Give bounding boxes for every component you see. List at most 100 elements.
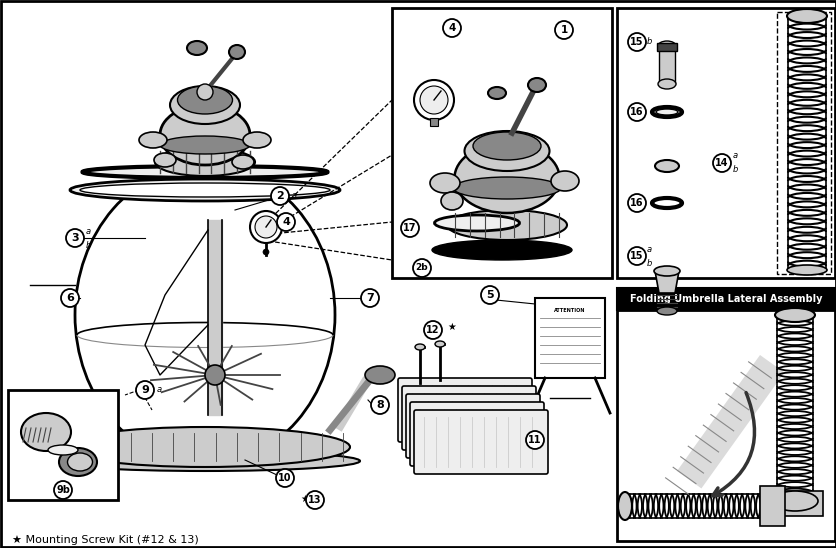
Circle shape <box>627 247 645 265</box>
Circle shape <box>712 154 730 172</box>
FancyBboxPatch shape <box>398 378 532 442</box>
Circle shape <box>255 216 277 238</box>
Ellipse shape <box>430 173 460 193</box>
Ellipse shape <box>774 308 814 322</box>
Circle shape <box>61 289 79 307</box>
Text: ★: ★ <box>299 494 308 504</box>
Ellipse shape <box>472 132 540 160</box>
Circle shape <box>196 84 212 100</box>
Text: a: a <box>86 226 91 236</box>
Bar <box>759 486 784 526</box>
Ellipse shape <box>75 165 334 465</box>
Ellipse shape <box>431 240 571 260</box>
Ellipse shape <box>186 41 206 55</box>
Circle shape <box>554 21 573 39</box>
Circle shape <box>627 33 645 51</box>
Circle shape <box>481 286 498 304</box>
Text: 17: 17 <box>403 223 416 233</box>
Bar <box>676 355 783 488</box>
Ellipse shape <box>160 105 250 165</box>
Circle shape <box>414 80 453 120</box>
Text: 14: 14 <box>715 158 728 168</box>
Ellipse shape <box>177 86 232 114</box>
Text: a: a <box>157 385 162 395</box>
Bar <box>430 118 437 126</box>
Ellipse shape <box>80 183 329 197</box>
Text: a: a <box>292 191 297 201</box>
Text: 15: 15 <box>630 37 643 47</box>
Ellipse shape <box>441 192 462 210</box>
Ellipse shape <box>653 266 679 276</box>
Text: Folding Umbrella Lateral Assembly: Folding Umbrella Lateral Assembly <box>629 294 821 304</box>
Ellipse shape <box>656 307 676 315</box>
Circle shape <box>442 19 461 37</box>
Ellipse shape <box>655 160 678 172</box>
Ellipse shape <box>242 132 271 148</box>
Ellipse shape <box>786 9 826 23</box>
Ellipse shape <box>655 109 677 115</box>
Text: 12: 12 <box>426 325 439 335</box>
Ellipse shape <box>160 136 250 154</box>
Circle shape <box>424 321 441 339</box>
Bar <box>616 288 834 310</box>
Bar <box>616 8 834 278</box>
Text: 11: 11 <box>528 435 541 445</box>
Ellipse shape <box>170 86 240 124</box>
Text: 10: 10 <box>278 473 292 483</box>
Text: b: b <box>732 165 737 174</box>
Text: 13: 13 <box>308 495 321 505</box>
FancyBboxPatch shape <box>401 386 535 450</box>
Text: 2: 2 <box>276 191 283 201</box>
Ellipse shape <box>415 344 425 350</box>
Circle shape <box>54 481 72 499</box>
Circle shape <box>135 381 154 399</box>
Circle shape <box>627 103 645 121</box>
Text: 4: 4 <box>448 23 455 33</box>
Ellipse shape <box>68 453 93 471</box>
Text: 7: 7 <box>365 293 374 303</box>
Text: 5: 5 <box>486 290 493 300</box>
Text: b: b <box>646 37 651 47</box>
Text: 16: 16 <box>630 198 643 208</box>
Bar <box>658 46 674 84</box>
Ellipse shape <box>60 427 349 467</box>
Text: 2b: 2b <box>415 264 428 272</box>
Ellipse shape <box>550 171 579 191</box>
Ellipse shape <box>446 210 566 240</box>
Ellipse shape <box>364 366 395 384</box>
Circle shape <box>250 211 282 243</box>
Text: b: b <box>86 241 91 249</box>
Text: ★ Mounting Screw Kit (#12 & 13): ★ Mounting Screw Kit (#12 & 13) <box>12 535 198 545</box>
Ellipse shape <box>21 413 71 451</box>
Bar <box>616 288 834 310</box>
Bar <box>8 390 118 500</box>
Ellipse shape <box>452 177 560 199</box>
Ellipse shape <box>50 451 359 471</box>
Circle shape <box>370 396 389 414</box>
Bar <box>391 8 611 278</box>
Ellipse shape <box>70 179 339 201</box>
Text: ATTENTION: ATTENTION <box>553 308 585 313</box>
Circle shape <box>271 187 288 205</box>
Text: 15: 15 <box>630 251 643 261</box>
Polygon shape <box>655 271 678 293</box>
Circle shape <box>400 219 419 237</box>
Bar <box>766 491 822 516</box>
Circle shape <box>360 289 379 307</box>
Circle shape <box>276 469 293 487</box>
Circle shape <box>420 86 447 114</box>
Circle shape <box>205 365 225 385</box>
Ellipse shape <box>83 166 327 178</box>
Circle shape <box>306 491 324 509</box>
Circle shape <box>66 229 84 247</box>
Circle shape <box>627 194 645 212</box>
Text: 16: 16 <box>630 107 643 117</box>
Ellipse shape <box>435 341 445 347</box>
Ellipse shape <box>434 215 519 231</box>
Text: ★: ★ <box>446 322 456 332</box>
Ellipse shape <box>154 153 176 167</box>
Text: 4: 4 <box>282 217 289 227</box>
Ellipse shape <box>528 78 545 92</box>
Text: 1: 1 <box>560 25 567 35</box>
Circle shape <box>263 249 268 255</box>
